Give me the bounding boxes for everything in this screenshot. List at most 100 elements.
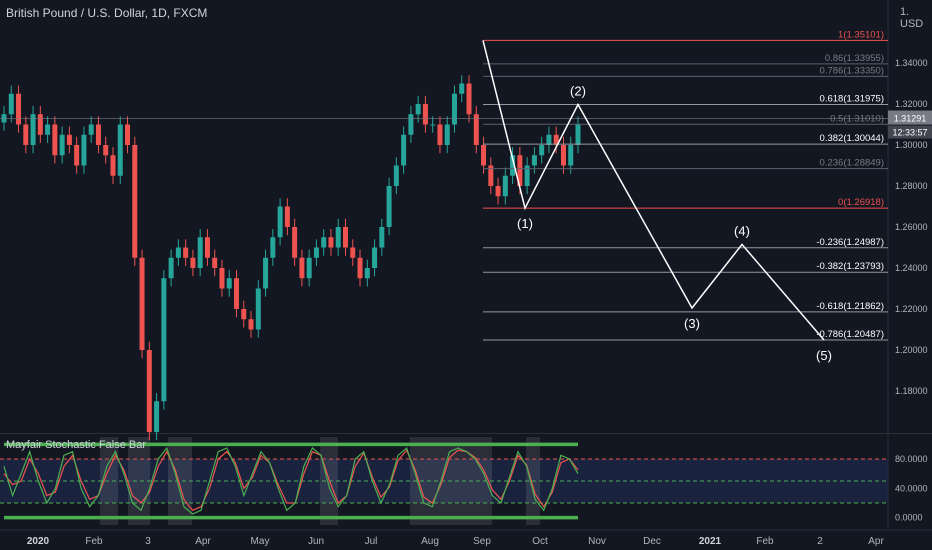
time-tick-label: Apr [195, 536, 211, 547]
candle-body [8, 93, 14, 115]
candle-body [568, 145, 574, 166]
candle-body [466, 83, 472, 115]
candle-body [364, 268, 370, 279]
time-tick-label: Sep [473, 536, 491, 547]
pane-divider [0, 433, 932, 434]
candle-body [168, 257, 174, 279]
candle-body [81, 134, 87, 166]
time-tick-label: Dec [643, 536, 661, 547]
time-tick-label: 2 [817, 536, 823, 547]
time-tick-label: Jun [308, 536, 324, 547]
candle-body [342, 227, 348, 248]
candle-body [488, 165, 494, 186]
candle-body [248, 319, 254, 330]
price-tick-label: 1.26000 [895, 222, 928, 232]
price-tick-label: 1.24000 [895, 263, 928, 273]
stoch-tick-label: 0.0000 [895, 513, 923, 523]
candle-body [415, 104, 421, 115]
candle-body [175, 247, 181, 258]
time-tick-label: Feb [85, 536, 103, 547]
stoch-k-line [3, 446, 579, 515]
candle-body [422, 104, 428, 125]
candle-body [379, 227, 385, 248]
candle-body [575, 124, 581, 145]
candle-body [204, 237, 210, 258]
price-tick-label: 1.20000 [895, 345, 928, 355]
fib-level-label: 0.618(1.31975) [820, 94, 884, 105]
candle-body [197, 237, 203, 268]
fib-level-label: -0.618(1.21862) [816, 301, 884, 312]
time-tick-label: Aug [421, 536, 439, 547]
fib-level-label: -0.236(1.24987) [816, 237, 884, 248]
fib-level-label: -0.786(1.20487) [816, 329, 884, 340]
candle-body [52, 124, 58, 156]
candle-body [560, 145, 566, 166]
candle-body [241, 309, 247, 320]
candle-body [23, 124, 29, 145]
candle-body [459, 83, 465, 94]
candle-body [357, 257, 363, 279]
candle-body [524, 165, 530, 186]
fib-level-label: 0.236(1.28849) [820, 158, 884, 169]
candle-body [372, 247, 378, 268]
candle-body [125, 124, 131, 145]
price-tick-label: 1.28000 [895, 181, 928, 191]
last-price-value: 1.31291 [894, 114, 927, 124]
candle-body [66, 134, 72, 145]
candle-body [183, 247, 189, 258]
candle-body [451, 93, 457, 125]
wave-label: (5) [816, 348, 832, 363]
time-tick-label: 3 [145, 536, 151, 547]
candle-body [306, 257, 312, 279]
candle-body [313, 247, 319, 258]
last-price-badge [888, 110, 932, 125]
candle-body [16, 93, 22, 125]
candle-body [321, 237, 327, 248]
candle-body [502, 175, 508, 197]
candle-body [481, 145, 487, 166]
wave-label: (3) [684, 316, 700, 331]
candle-body [226, 278, 232, 289]
candle-body [74, 145, 80, 166]
time-tick-label: Nov [588, 536, 606, 547]
candle-body [277, 206, 283, 238]
price-tick-label: 1.18000 [895, 386, 928, 396]
candle-body [270, 237, 276, 258]
candle-body [546, 134, 552, 145]
price-tick-label: 1.22000 [895, 304, 928, 314]
fib-level-label: 0.86(1.33955) [825, 53, 884, 64]
elliott-projection-line [482, 40, 825, 341]
time-tick-label: 2021 [699, 536, 722, 547]
candle-body [510, 155, 516, 176]
candle-body [335, 227, 341, 248]
candle-body [219, 268, 225, 289]
candle-body [444, 124, 450, 145]
candle-body [88, 124, 94, 135]
candle-body [154, 401, 160, 432]
candle-body [284, 206, 290, 227]
wave-label: (2) [570, 84, 586, 99]
candle-body [95, 124, 101, 145]
candle-body [401, 134, 407, 166]
fib-level-label: 0.786(1.33350) [820, 65, 884, 76]
time-tick-label: Apr [868, 536, 884, 547]
candle-body [103, 145, 109, 156]
candle-body [263, 257, 269, 289]
price-tick-label: 1.34000 [895, 58, 928, 68]
candle-body [531, 155, 537, 166]
candle-body [45, 124, 51, 135]
candle-body [139, 257, 145, 350]
candle-body [517, 155, 523, 186]
candle-body [299, 257, 305, 279]
candle-body [117, 124, 123, 176]
candle-body [393, 165, 399, 186]
fib-level-label: 1(1.35101) [838, 29, 884, 40]
currency-label: 1. USD [900, 6, 924, 30]
wave-label: (1) [517, 216, 533, 231]
candle-body [292, 227, 298, 258]
time-tick-label: 2020 [27, 536, 50, 547]
candle-body [553, 134, 559, 145]
price-tick-label: 1.30000 [895, 140, 928, 150]
